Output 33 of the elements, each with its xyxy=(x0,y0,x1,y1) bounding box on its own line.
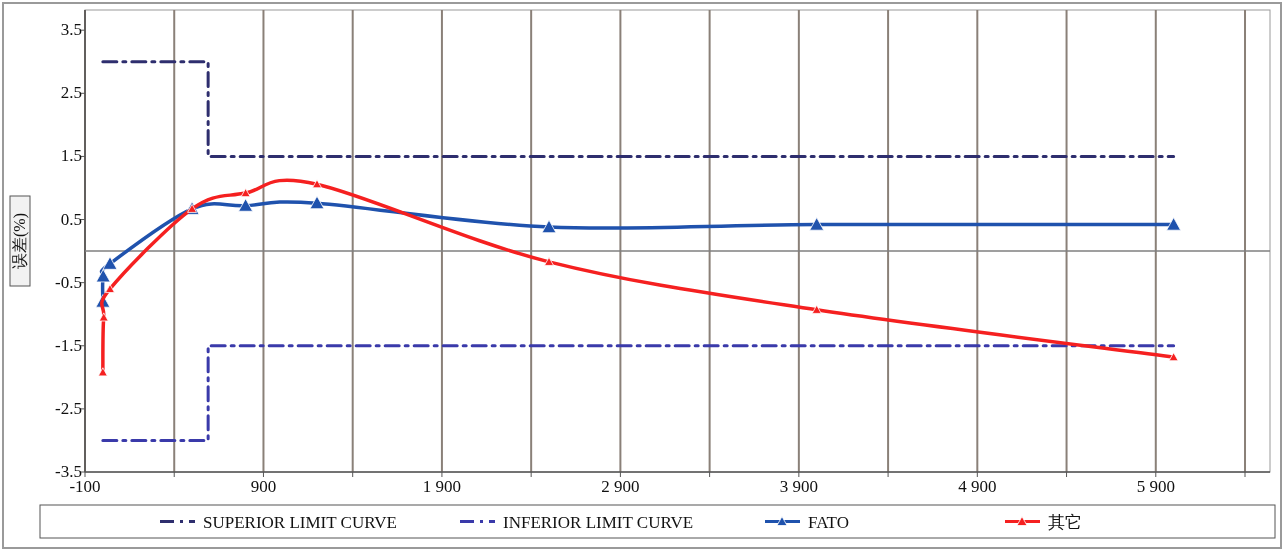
y-tick-label: 3.5 xyxy=(60,20,82,40)
x-tick-label: 5 900 xyxy=(1136,477,1175,496)
y-tick-label: 1.5 xyxy=(60,146,82,166)
point xyxy=(240,188,251,198)
y-tick-label: -0.5 xyxy=(55,272,82,292)
point xyxy=(544,256,554,266)
x-tick-label: 1 900 xyxy=(422,477,462,496)
legend-label: FATO xyxy=(808,512,849,532)
y-tick-label: -2.5 xyxy=(55,398,82,418)
point xyxy=(541,219,557,234)
point xyxy=(809,217,825,231)
x-tick-label: 900 xyxy=(250,477,277,496)
point xyxy=(102,256,118,270)
y-tick-label: 2.5 xyxy=(60,83,82,103)
point xyxy=(98,312,109,322)
point xyxy=(811,304,822,314)
point xyxy=(312,179,322,189)
y-axis-title: 误差(%) xyxy=(11,213,29,269)
point xyxy=(1166,217,1182,231)
point xyxy=(105,284,115,293)
point xyxy=(238,198,254,212)
legend-label: INFERIOR LIMIT CURVE xyxy=(503,512,694,532)
legend-label: SUPERIOR LIMIT CURVE xyxy=(203,512,397,532)
point xyxy=(97,367,108,377)
x-tick-label: 3 900 xyxy=(779,477,818,496)
y-tick-label: -1.5 xyxy=(55,335,82,355)
legend-label: 其它 xyxy=(1048,512,1082,532)
y-tick-label: 0.5 xyxy=(60,209,82,229)
x-tick-label: 2 900 xyxy=(601,477,640,496)
point xyxy=(95,268,111,283)
point xyxy=(1168,352,1179,362)
x-tick-label: 4 900 xyxy=(958,477,997,496)
point xyxy=(309,195,325,210)
